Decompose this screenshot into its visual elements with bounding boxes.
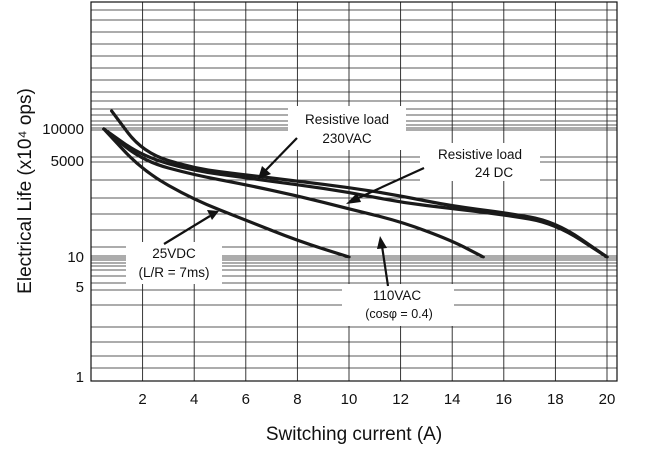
annotation-box-230vac xyxy=(288,106,406,150)
x-tick-label: 20 xyxy=(599,391,616,408)
y-tick-label: 1 xyxy=(76,369,84,386)
annotation-24dc-line1: Resistive load xyxy=(438,147,522,162)
x-tick-label: 4 xyxy=(190,391,198,408)
annotation-box-110vac xyxy=(342,284,454,326)
arrow-110vac-head xyxy=(377,236,387,249)
series-line-4 xyxy=(102,127,351,259)
y-tick-label: 5 xyxy=(76,279,84,296)
x-tick-label: 14 xyxy=(444,391,461,408)
x-axis-label: Switching current (A) xyxy=(266,424,442,445)
arrow-24dc-shaft xyxy=(355,166,425,201)
arrow-230vac-shaft xyxy=(263,137,298,173)
x-tick-label: 12 xyxy=(392,391,409,408)
series-line-3 xyxy=(102,127,485,259)
annotation-110vac-line2: (cosφ = 0.4) xyxy=(365,307,433,321)
annotation-25vdc-line1: 25VDC xyxy=(152,246,196,261)
annotation-box-25vdc xyxy=(126,242,222,284)
annotations: Resistive load 230VAC Resistive load 24 … xyxy=(126,106,540,326)
annotation-box-24dc xyxy=(420,143,540,181)
plot-frame xyxy=(90,1,618,382)
annotation-25vdc-line2: (L/R = 7ms) xyxy=(139,265,210,280)
arrow-230vac-head xyxy=(258,166,271,179)
x-tick-label: 8 xyxy=(293,391,301,408)
y-axis-label: Electrical Life (x10⁴ ops) xyxy=(15,88,36,294)
annotation-230vac-line1: Resistive load xyxy=(305,112,389,127)
annotation-24dc-line2: 24 DC xyxy=(475,165,514,180)
y-tick-label: 10000 xyxy=(42,121,84,138)
arrow-24dc-head xyxy=(346,193,361,204)
annotation-110vac-line1: 110VAC xyxy=(373,288,422,303)
x-tick-label: 16 xyxy=(495,391,512,408)
series-curves xyxy=(102,109,609,259)
arrow-25vdc-head xyxy=(207,210,219,220)
annotation-230vac-line2: 230VAC xyxy=(322,131,372,146)
arrow-110vac-shaft xyxy=(380,245,390,287)
y-tick-label: 5000 xyxy=(51,153,84,170)
x-tick-label: 6 xyxy=(242,391,250,408)
x-tick-label: 10 xyxy=(341,391,358,408)
x-tick-label: 2 xyxy=(138,391,146,408)
x-tick-label: 18 xyxy=(547,391,564,408)
series-line-2 xyxy=(110,109,609,259)
arrow-25vdc-shaft xyxy=(163,215,211,245)
y-tick-label: 10 xyxy=(67,249,84,266)
series-line-1 xyxy=(102,127,609,259)
